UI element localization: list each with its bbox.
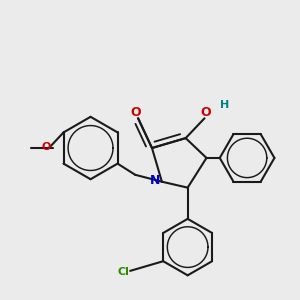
Text: O: O <box>130 106 141 119</box>
Text: Cl: Cl <box>118 267 130 277</box>
Text: H: H <box>220 100 229 110</box>
Text: N: N <box>150 174 161 187</box>
Text: O: O <box>41 142 51 152</box>
Text: O: O <box>201 106 211 119</box>
